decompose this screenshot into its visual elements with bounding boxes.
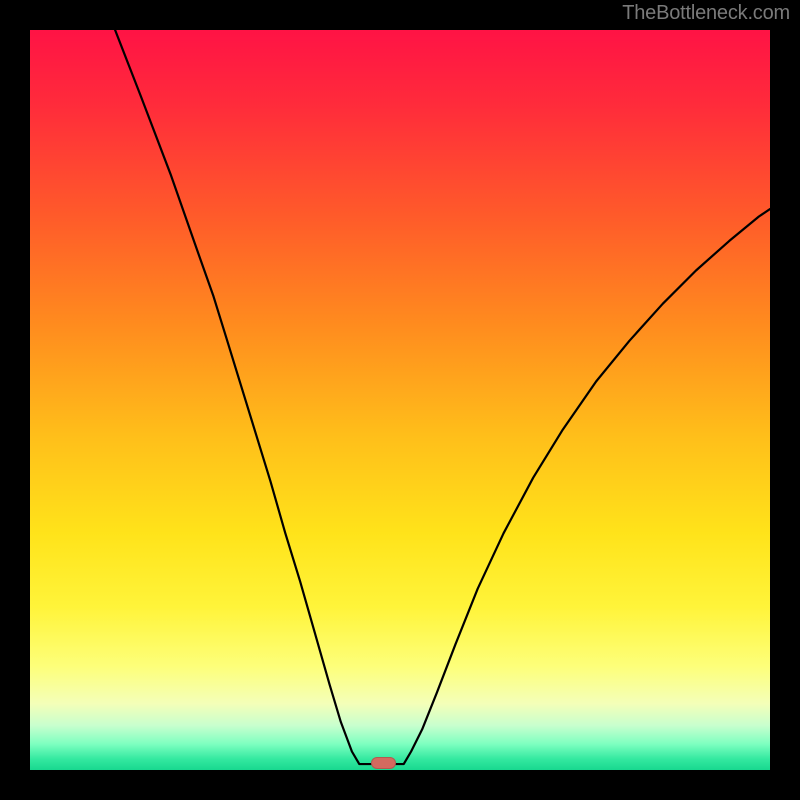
bottleneck-curve	[30, 30, 770, 770]
plot-area	[30, 30, 770, 770]
watermark-text: TheBottleneck.com	[622, 2, 790, 25]
optimal-point-marker	[371, 757, 396, 769]
chart-frame: TheBottleneck.com	[0, 0, 800, 800]
